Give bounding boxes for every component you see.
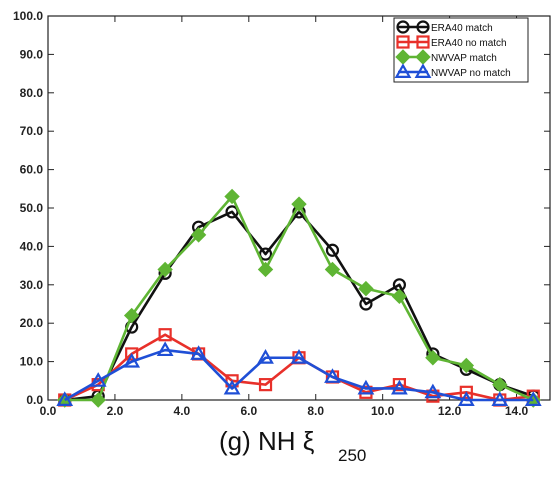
series-3 [56,341,542,406]
data-point [425,350,441,366]
data-point [458,357,475,374]
series-line [64,210,534,402]
data-point [225,205,239,219]
legend-marker [416,35,430,49]
y-tick-label: 60.0 [20,163,44,177]
y-tick-label: 50.0 [20,201,44,215]
x-tick-label: 8.0 [307,404,324,418]
y-tick-label: 30.0 [20,278,44,292]
x-tick-label: 10.0 [371,404,395,418]
y-tick-label: 80.0 [20,86,44,100]
legend-label: NWVAP no match [431,68,511,79]
data-point [89,372,107,387]
data-point [359,297,373,311]
data-point [392,378,406,392]
x-tick-label: 0.0 [40,404,57,418]
data-point [123,307,140,324]
data-point [258,378,273,392]
data-point [123,352,141,368]
data-point [190,227,207,243]
data-point [223,379,241,395]
x-tick-label: 2.0 [107,404,124,418]
data-point [391,379,408,395]
data-point [225,374,239,388]
data-point [424,383,442,399]
x-tick-label: 4.0 [174,404,191,418]
data-point [125,347,139,361]
data-point [157,261,173,278]
data-point [457,391,475,406]
data-point [257,349,274,364]
legend-label: ERA40 match [431,23,493,34]
data-point [56,391,74,406]
series-layer [56,188,542,408]
data-point [358,280,374,297]
data-point [492,376,508,393]
data-point [224,188,240,205]
y-tick-label: 0.0 [26,393,43,407]
data-point [90,392,106,408]
x-tick-label: 14.0 [505,404,529,418]
data-point [156,341,174,357]
y-tick-label: 40.0 [20,239,44,253]
legend-marker [414,63,432,78]
data-point [257,261,274,278]
y-tick-label: 70.0 [20,124,44,138]
y-tick-label: 10.0 [20,355,44,369]
caption-main: (g) NH ξ [219,426,315,456]
data-point [324,261,341,278]
data-point [325,243,340,257]
data-point [258,247,273,261]
data-point [357,379,375,395]
legend-marker [394,63,412,78]
legend-marker [396,20,410,34]
caption-subscript: 250 [338,446,366,465]
x-tick-label: 12.0 [438,404,462,418]
data-point [190,345,207,360]
data-point [290,349,308,364]
data-point [158,328,172,342]
legend-marker [396,35,410,49]
series-line [64,348,534,402]
legend-marker [416,20,430,34]
legend-label: ERA40 no match [431,38,507,49]
caption: (g) NH ξ 250 [219,426,366,465]
data-point [459,385,473,399]
y-tick-label: 20.0 [20,316,44,330]
data-point [391,288,408,305]
legend-label: NWVAP match [431,53,497,64]
plot-area: 0.0 10.0 20.0 30.0 40.0 50.0 60.0 70.0 80.0 90.0 1… [13,9,551,418]
y-tick-label: 100.0 [13,9,43,23]
legend: ERA40 match ERA40 no match NWVAP match NWVA… [393,17,529,83]
x-tick-label: 6.0 [240,404,257,418]
series-0 [58,205,540,407]
data-point [524,391,542,406]
y-tick-label: 90.0 [20,47,44,61]
data-point [324,368,341,383]
series-2 [57,188,541,408]
data-point [291,196,307,212]
data-point [491,391,509,406]
